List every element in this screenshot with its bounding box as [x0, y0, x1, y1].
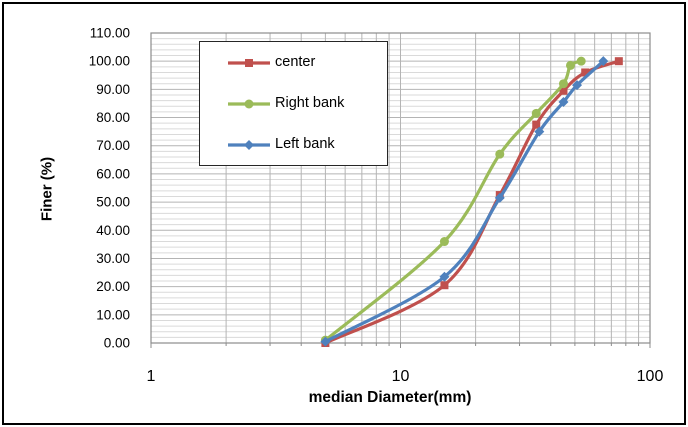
y-tick-label: 20.00 [96, 279, 130, 294]
data-marker-left-bank [598, 56, 609, 67]
legend-swatch-circle-icon [228, 99, 270, 108]
data-marker-center [614, 57, 623, 66]
data-marker-center [559, 86, 568, 95]
legend-swatch-square-icon [228, 58, 270, 67]
y-tick-label: 100.00 [89, 54, 130, 69]
data-marker-right-bank [558, 79, 568, 89]
data-marker-left-bank [572, 80, 583, 91]
y-tick-label: 50.00 [96, 195, 130, 210]
x-tick-label: 1 [147, 368, 156, 385]
legend-item-right-bank: Right bank [200, 83, 387, 124]
data-marker-right-bank [565, 60, 575, 70]
data-marker-left-bank [439, 271, 450, 282]
data-marker-right-bank [495, 149, 505, 159]
data-marker-left-bank [558, 97, 569, 108]
y-tick-label: 80.00 [96, 110, 130, 125]
x-tick-label: 10 [392, 368, 410, 385]
data-marker-left-bank [534, 126, 545, 137]
legend-label: Right bank [275, 95, 345, 112]
legend-swatch-diamond-icon [228, 139, 270, 150]
data-marker-center [581, 68, 590, 77]
y-tick-label: 30.00 [96, 251, 130, 266]
legend-item-left-bank: Left bank [200, 124, 387, 165]
legend-item-center: center [200, 42, 387, 83]
legend-label: Left bank [275, 136, 335, 153]
data-marker-left-bank [320, 336, 331, 347]
data-marker-center [532, 120, 541, 129]
legend: center Right bank Left bank [199, 41, 388, 166]
x-axis-title: median Diameter(mm) [308, 389, 472, 406]
y-tick-label: 90.00 [96, 82, 130, 97]
y-tick-label: 10.00 [96, 307, 130, 322]
data-marker-left-bank [494, 192, 505, 203]
legend-label: center [275, 54, 316, 71]
y-tick-label: 60.00 [96, 166, 130, 181]
y-tick-label: 0.00 [104, 336, 130, 351]
y-tick-label: 40.00 [96, 223, 130, 238]
data-marker-center [440, 281, 449, 290]
data-marker-right-bank [576, 56, 586, 66]
y-tick-label: 110.00 [90, 26, 130, 41]
data-marker-right-bank [439, 237, 449, 247]
data-marker-right-bank [531, 108, 541, 118]
x-tick-label: 100 [637, 368, 664, 385]
y-tick-label: 70.00 [96, 138, 130, 153]
y-axis-title: Finer (%) [38, 156, 56, 222]
